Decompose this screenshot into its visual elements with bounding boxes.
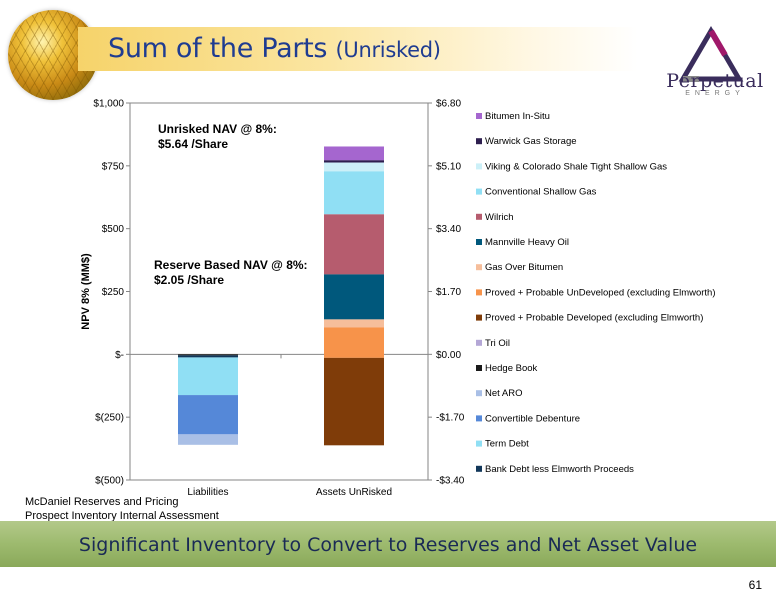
legend-entry: Proved + Probable UnDeveloped (excluding…: [485, 287, 716, 298]
logo-subtext: ENERGY: [685, 90, 745, 97]
title-main: Sum of the Parts: [108, 33, 328, 64]
nav-annotation-line-2: $2.05 /Share: [154, 273, 224, 287]
legend-swatch: [476, 415, 482, 422]
source-line-1: McDaniel Reserves and Pricing: [25, 496, 179, 508]
title-sub: (Unrisked): [335, 38, 441, 62]
bar-segment-net-aro: [178, 434, 238, 445]
bar-segment-convertible-debenture: [178, 395, 238, 435]
legend-entry: Proved + Probable Developed (excluding E…: [485, 313, 703, 324]
legend-entry: Hedge Book: [485, 363, 538, 374]
legend-swatch: [476, 138, 482, 145]
legend-entry: Gas Over Bitumen: [485, 262, 563, 273]
y2-tick-label: $6.80: [436, 99, 461, 110]
y2-tick-label: $0.00: [436, 350, 461, 361]
page-number: 61: [748, 578, 762, 592]
legend-entry: Mannville Heavy Oil: [485, 237, 569, 248]
bar-segment-mannville-heavy-oil: [324, 274, 384, 320]
legend-swatch: [476, 339, 482, 346]
bar-segment-warwick-gas-storage: [324, 160, 384, 163]
x-category-label: Liabilities: [187, 487, 228, 498]
nav-annotation-line-2: $5.64 /Share: [158, 137, 228, 151]
bar-segment-proved-probable-undeveloped-excluding-elmworth: [324, 327, 384, 358]
y-tick-label: $(500): [95, 476, 124, 487]
bottom-banner-text: Significant Inventory to Convert to Rese…: [78, 534, 698, 556]
bar-segment-bitumen-in-situ: [324, 146, 384, 161]
legend-entry: Net ARO: [485, 388, 523, 399]
legend-swatch: [476, 213, 482, 220]
bar-segment-term-debt: [178, 357, 238, 396]
bar-segment-conventional-shallow-gas: [324, 171, 384, 215]
nav-annotation-line-1: Unrisked NAV @ 8%:: [158, 122, 277, 136]
nav-annotation-line-1: Reserve Based NAV @ 8%:: [154, 258, 308, 272]
bar-segment-viking-colorado-shale-tight-shallow-gas: [324, 162, 384, 172]
legend-swatch: [476, 188, 482, 195]
source-line-2: Prospect Inventory Internal Assessment: [25, 510, 219, 522]
sum-of-parts-chart: $1,000 $6.80 $750 $5.10 $500 $3.40 $250 $1.70 $-…: [80, 99, 716, 499]
y-axis-title: NPV 8% (MM$): [80, 253, 92, 330]
bar-segment-bank-debt-less-elmworth-proceeds: [178, 355, 238, 358]
legend-swatch: [476, 440, 482, 447]
legend-entry: Viking & Colorado Shale Tight Shallow Ga…: [485, 161, 667, 172]
legend-swatch: [476, 289, 482, 296]
legend-entry: Bank Debt less Elmworth Proceeds: [485, 464, 634, 475]
y-tick-label: $-: [115, 350, 124, 361]
logo-wordmark: Perpetual: [666, 70, 764, 92]
legend-entry: Conventional Shallow Gas: [485, 187, 597, 198]
bar-segment-hedge-book: [178, 354, 238, 356]
legend-entry: Wilrich: [485, 212, 514, 223]
y2-tick-label: $3.40: [436, 224, 461, 235]
legend-swatch: [476, 163, 482, 170]
legend-swatch: [476, 365, 482, 371]
legend-swatch: [476, 314, 482, 321]
y2-tick-label: -$3.40: [436, 476, 465, 487]
y-tick-label: $750: [102, 161, 125, 172]
y2-tick-label: $5.10: [436, 161, 461, 172]
legend-entry: Convertible Debenture: [485, 413, 580, 424]
bar-segment-proved-probable-developed-excluding-elmworth: [324, 357, 384, 446]
x-category-label: Assets UnRisked: [316, 487, 392, 498]
perpetual-logo-icon: [678, 26, 744, 82]
y-tick-label: $(250): [95, 413, 124, 424]
legend-swatch: [476, 264, 482, 271]
legend-swatch: [476, 465, 482, 472]
bar-segment-gas-over-bitumen: [324, 319, 384, 328]
page-title: Sum of the Parts (Unrisked): [108, 33, 441, 64]
y2-tick-label: -$1.70: [436, 413, 465, 424]
legend-swatch: [476, 239, 482, 245]
bottom-banner: [0, 521, 776, 567]
y2-tick-label: $1.70: [436, 287, 461, 298]
legend-entry: Term Debt: [485, 439, 529, 450]
bar-segment-wilrich: [324, 214, 384, 275]
y-tick-label: $1,000: [93, 99, 124, 110]
legend-swatch: [476, 390, 482, 397]
source-note: McDaniel Reserves and Pricing Prospect I…: [25, 495, 219, 523]
y-tick-label: $500: [102, 224, 125, 235]
legend-swatch: [476, 113, 482, 119]
title-band: [78, 27, 638, 71]
legend-entry: Tri Oil: [485, 338, 510, 349]
legend-entry: Bitumen In-Situ: [485, 111, 550, 122]
legend-entry: Warwick Gas Storage: [485, 136, 577, 147]
y-tick-label: $250: [102, 287, 125, 298]
